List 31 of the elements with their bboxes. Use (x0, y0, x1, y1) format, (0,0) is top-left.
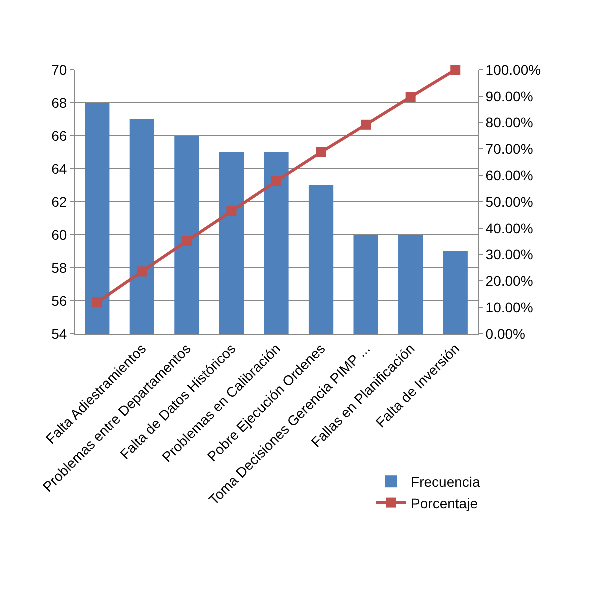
y-tick-label: 56 (52, 292, 68, 309)
y-tick-label: 60 (52, 226, 68, 243)
y2-tick-label: 30.00% (486, 246, 534, 263)
y2-tick-label: 20.00% (486, 273, 534, 290)
point (226, 206, 237, 216)
y2-tick-label: 100.00% (486, 62, 542, 78)
y-tick-label: 66 (52, 128, 68, 144)
y2-tick-label: 50.00% (486, 194, 534, 210)
point (137, 266, 148, 277)
y-tick-label: 62 (52, 194, 68, 210)
y2-tick-label: 0.00% (486, 326, 526, 342)
y2-tick-label: 90.00% (486, 88, 534, 104)
y-tick-label: 58 (52, 260, 68, 276)
legend-label: Frecuencia (411, 474, 481, 490)
y2-tick-label: 40.00% (486, 220, 534, 236)
y2-tick-label: 10.00% (486, 300, 534, 316)
y-tick-label: 54 (52, 326, 68, 342)
y2-tick-label: 80.00% (486, 114, 534, 131)
point (406, 92, 416, 102)
y2-tick-label: 60.00% (486, 168, 534, 184)
point (450, 65, 461, 75)
point (272, 176, 282, 186)
point (92, 298, 102, 308)
point (361, 120, 372, 130)
y-tick-label: 68 (52, 94, 68, 111)
legend-label: Porcentaje (411, 495, 478, 512)
y2-tick-label: 70.00% (486, 141, 534, 158)
point (316, 147, 326, 158)
y-tick-label: 64 (52, 160, 68, 177)
point (182, 236, 192, 246)
y-tick-label: 70 (52, 62, 68, 78)
